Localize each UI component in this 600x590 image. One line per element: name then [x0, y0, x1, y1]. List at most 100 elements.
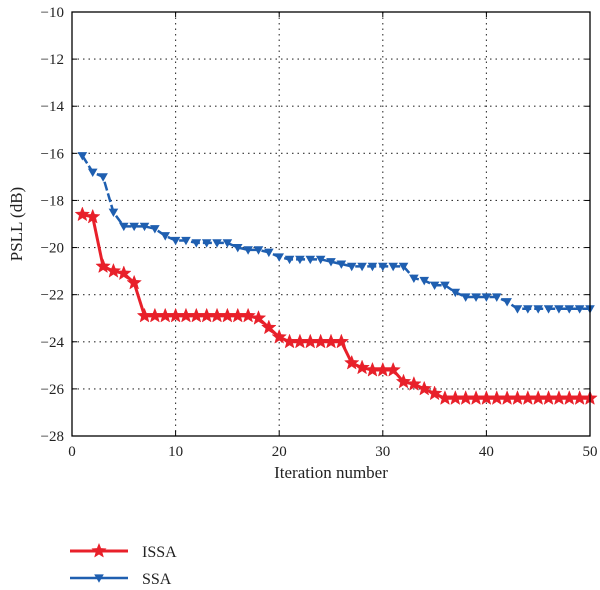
y-axis-title: PSLL (dB) — [7, 187, 26, 261]
y-tick-label: −20 — [41, 241, 64, 257]
data-point-issa — [354, 359, 370, 375]
data-point-ssa — [253, 246, 264, 255]
data-point-issa — [116, 265, 132, 281]
legend: ISSA SSA — [70, 542, 177, 588]
y-tick-label: −22 — [41, 288, 64, 304]
data-point-ssa — [409, 274, 419, 283]
data-point-issa — [395, 373, 412, 389]
data-point-ssa — [512, 305, 523, 314]
legend-ssa-symbol — [70, 574, 128, 583]
y-tick-label: −12 — [41, 52, 64, 68]
grid — [72, 12, 590, 436]
data-point-issa — [105, 262, 122, 278]
data-point-ssa — [429, 281, 440, 291]
data-point-ssa — [284, 255, 295, 265]
plot-frame — [71, 11, 591, 437]
data-point-ssa — [274, 253, 284, 262]
data-point-ssa — [378, 262, 388, 272]
x-tick-label: 30 — [375, 444, 390, 460]
legend-issa-label: ISSA — [142, 544, 177, 561]
data-point-ssa — [564, 305, 575, 314]
data-point-issa — [426, 385, 443, 401]
series-layer — [74, 152, 598, 405]
series-line-ssa — [81, 155, 590, 311]
data-point-issa — [416, 380, 433, 396]
data-point-ssa — [129, 222, 139, 232]
x-tick-label: 10 — [168, 444, 183, 460]
data-point-ssa — [170, 236, 181, 246]
data-point-issa — [343, 354, 360, 370]
data-point-ssa — [367, 262, 378, 272]
data-point-ssa — [450, 288, 461, 298]
data-point-ssa — [336, 260, 347, 269]
y-tick-label: −24 — [41, 335, 65, 351]
data-point-ssa — [543, 305, 554, 314]
series-ssa — [77, 152, 595, 314]
data-point-ssa — [295, 255, 305, 265]
data-point-issa — [271, 328, 287, 344]
x-tick-label: 0 — [68, 444, 76, 460]
y-tick-label: −26 — [41, 382, 65, 398]
y-tick-label: −28 — [41, 429, 64, 445]
data-point-ssa — [346, 262, 357, 272]
data-point-ssa — [139, 222, 150, 232]
data-point-ssa — [533, 305, 543, 314]
y-tick-label: −10 — [41, 5, 64, 21]
data-point-ssa — [305, 255, 316, 265]
data-point-ssa — [191, 239, 202, 248]
data-point-ssa — [232, 243, 243, 253]
y-tick-label: −14 — [41, 99, 65, 115]
data-point-issa — [385, 361, 401, 377]
data-point-issa — [74, 206, 91, 222]
data-point-ssa — [440, 281, 450, 291]
legend-item-issa: ISSA — [70, 542, 177, 561]
data-point-issa — [240, 307, 256, 323]
x-axis-title: Iteration number — [274, 463, 388, 482]
x-tick-label: 50 — [583, 444, 598, 460]
data-point-ssa — [77, 152, 88, 161]
data-point-ssa — [523, 305, 533, 314]
data-point-ssa — [419, 276, 430, 286]
y-tick-label: −18 — [41, 193, 64, 209]
ticks: 0 10 20 30 40 50 −28 −26 −24 −22 −20 −18 −16 −14 −12 −1… — [41, 5, 598, 460]
data-point-ssa — [471, 293, 481, 302]
legend-marker-issa — [91, 542, 107, 558]
data-point-issa — [406, 375, 422, 391]
data-point-ssa — [87, 168, 98, 177]
data-point-issa — [261, 319, 277, 335]
data-point-ssa — [150, 225, 160, 234]
data-point-ssa — [574, 305, 585, 314]
data-point-ssa — [315, 255, 326, 265]
data-point-issa — [126, 274, 142, 290]
data-point-ssa — [460, 293, 471, 302]
data-point-issa — [250, 310, 267, 325]
data-point-ssa — [160, 232, 171, 241]
x-tick-label: 20 — [272, 444, 287, 460]
data-point-issa — [84, 208, 101, 224]
data-point-ssa — [222, 239, 233, 248]
data-point-ssa — [388, 262, 398, 272]
data-point-ssa — [326, 258, 336, 267]
data-point-ssa — [201, 239, 212, 248]
data-point-ssa — [554, 305, 564, 314]
legend-item-ssa: SSA — [70, 571, 172, 588]
data-point-ssa — [212, 239, 222, 248]
data-point-issa — [333, 333, 350, 349]
data-point-ssa — [357, 262, 367, 272]
x-tick-label: 40 — [479, 444, 494, 460]
data-point-ssa — [502, 298, 512, 307]
data-point-ssa — [181, 236, 191, 246]
data-point-ssa — [119, 222, 129, 232]
data-point-ssa — [398, 262, 409, 272]
data-point-ssa — [481, 293, 492, 302]
data-point-ssa — [264, 248, 274, 258]
data-point-ssa — [491, 293, 502, 302]
data-point-ssa — [98, 173, 108, 182]
data-point-ssa — [108, 208, 119, 218]
legend-ssa-label: SSA — [142, 571, 172, 588]
y-tick-label: −16 — [41, 146, 65, 162]
legend-issa-symbol — [70, 542, 128, 558]
series-issa — [74, 206, 598, 405]
legend-marker-ssa — [94, 574, 104, 583]
